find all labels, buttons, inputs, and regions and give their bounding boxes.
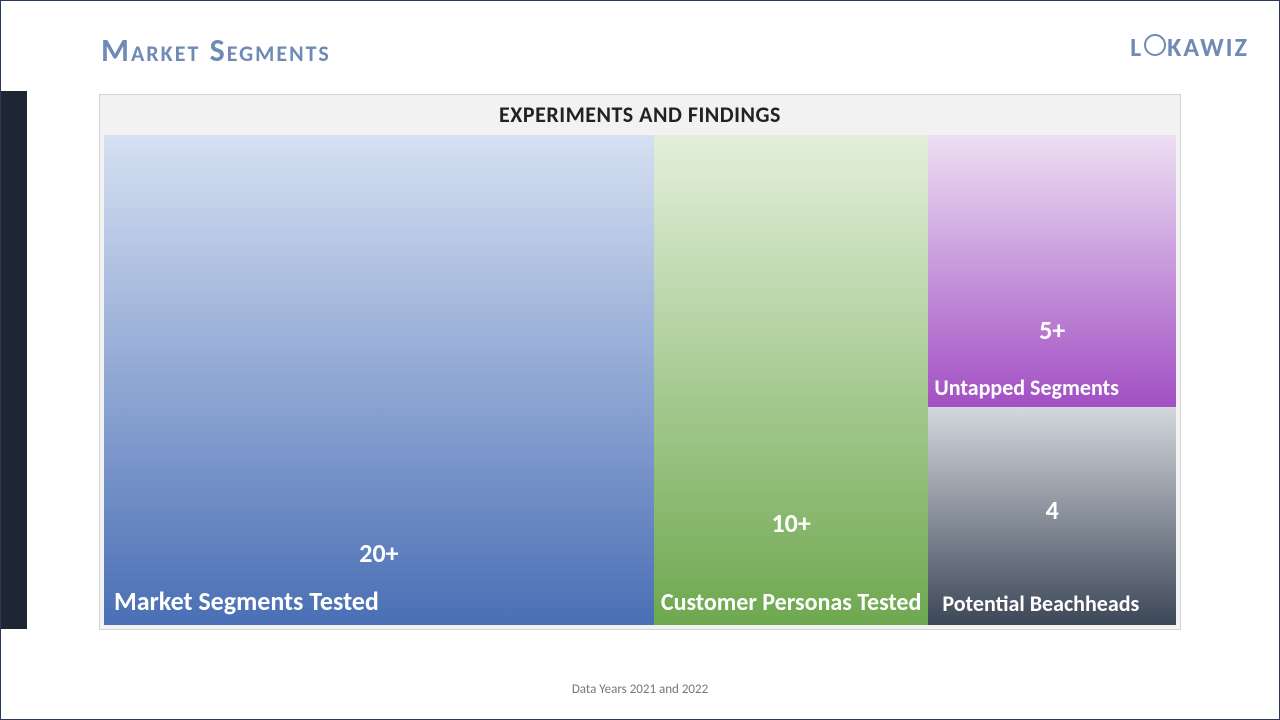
footer-note: Data Years 2021 and 2022 (1, 682, 1279, 697)
logo-text-before: L (1130, 31, 1143, 63)
treemap-tile-customer-personas-tested: 10+ Customer Personas Tested (654, 135, 928, 625)
left-accent-bar (1, 91, 27, 629)
treemap-tile-potential-beachheads: 4 Potential Beachheads (928, 407, 1176, 625)
treemap-tile-market-segments-tested: 20+ Market Segments Tested (104, 135, 654, 625)
tile-label: Potential Beachheads (942, 590, 1170, 617)
slide-frame: Market Segments L KAWIZ EXPERIMENTS AND … (0, 0, 1280, 720)
tile-label: Untapped Segments (934, 374, 1170, 401)
findings-panel: EXPERIMENTS AND FINDINGS 20+ Market Segme… (99, 94, 1181, 630)
tile-label: Customer Personas Tested (654, 588, 928, 617)
tile-value: 4 (928, 494, 1176, 526)
page-title: Market Segments (101, 31, 331, 70)
treemap-tile-untapped-segments: 5+ Untapped Segments (928, 135, 1176, 407)
brand-logo: L KAWIZ (1130, 31, 1249, 63)
tile-value: 5+ (928, 314, 1176, 346)
tile-value: 20+ (104, 537, 654, 569)
tile-label: Market Segments Tested (114, 585, 648, 617)
treemap-chart: 20+ Market Segments Tested 10+ Customer Per… (104, 135, 1176, 625)
panel-title: EXPERIMENTS AND FINDINGS (100, 95, 1180, 136)
logo-text-after: KAWIZ (1167, 31, 1249, 63)
tile-value: 10+ (654, 507, 928, 539)
globe-icon (1144, 34, 1166, 56)
